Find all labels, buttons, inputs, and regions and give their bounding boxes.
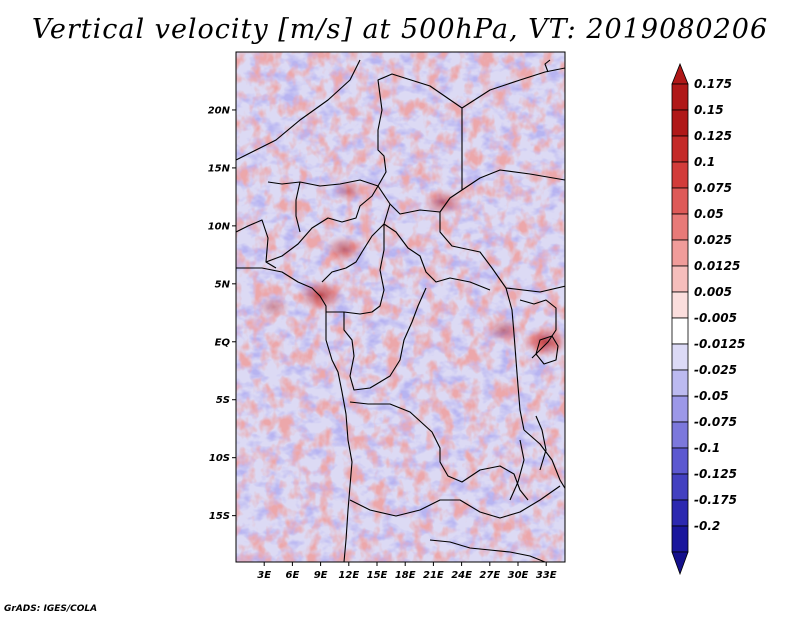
colorbar-swatch — [671, 213, 689, 241]
colorbar-label: 0.075 — [694, 181, 732, 195]
colorbar-swatch — [671, 239, 689, 267]
colorbar-swatch — [671, 343, 689, 371]
updraft-hotspot — [256, 295, 291, 319]
lat-tick-label: 10N — [208, 221, 231, 232]
lat-tick-label: 20N — [208, 105, 231, 116]
colorbar-swatch — [671, 265, 689, 293]
colorbar-label: 0.05 — [694, 207, 724, 221]
lon-tick-label: 30E — [508, 570, 529, 581]
colorbar-swatch — [671, 499, 689, 527]
colorbar-bottom-arrow — [671, 551, 689, 576]
country-borders — [236, 59, 565, 562]
colorbar-label: -0.2 — [694, 519, 720, 533]
updraft-hotspot — [296, 278, 345, 313]
colorbar-swatch — [671, 369, 689, 397]
lon-tick-label: 27E — [479, 570, 500, 581]
lat-tick-label: 15S — [209, 511, 230, 522]
lon-tick-label: 33E — [536, 570, 557, 581]
lon-tick-label: 21E — [423, 570, 444, 581]
updraft-hotspot — [323, 234, 365, 264]
colorbar-label: -0.05 — [694, 389, 729, 403]
map-title: Vertical velocity [m/s] at 500hPa, VT: 2… — [31, 14, 769, 45]
colorbar-label: -0.125 — [694, 467, 737, 481]
lon-tick-label: 9E — [314, 570, 328, 581]
colorbar-top-arrow — [671, 62, 689, 85]
vertical-velocity-field — [236, 52, 565, 562]
lon-tick-label: 6E — [286, 570, 300, 581]
axis-ticks: 20N 15N 10N 5N EQ 5S 10S 15S 3E 6E 9E 12E 15E 18E 21E 2… — [208, 105, 557, 581]
lon-tick-label: 3E — [257, 570, 271, 581]
colorbar-swatch — [671, 395, 689, 423]
colorbar-label: 0.125 — [694, 129, 732, 143]
colorbar-label: -0.005 — [694, 311, 737, 325]
colorbar-swatch — [671, 447, 689, 475]
colorbar-swatch — [671, 317, 689, 345]
lon-tick-label: 12E — [338, 570, 359, 581]
lon-tick-label: 15E — [367, 570, 388, 581]
lon-tick-label: 24E — [451, 570, 472, 581]
colorbar-swatch — [671, 473, 689, 501]
colorbar: 0.175 0.15 0.125 0.1 0.075 0.05 0.025 0.0125 0.0… — [671, 62, 745, 576]
colorbar-label: -0.175 — [694, 493, 737, 507]
updraft-hotspot — [522, 324, 565, 359]
colorbar-swatch — [671, 83, 689, 111]
colorbar-swatch — [671, 525, 689, 553]
colorbar-label: -0.025 — [694, 363, 737, 377]
colorbar-swatch — [671, 421, 689, 449]
colorbar-label: 0.005 — [694, 285, 732, 299]
updraft-hotspot — [485, 316, 523, 344]
map-frame — [235, 51, 566, 563]
lon-tick-label: 18E — [395, 570, 416, 581]
colorbar-label: 0.175 — [694, 77, 732, 91]
grads-credit: GrADS: IGES/COLA — [4, 604, 98, 614]
colorbar-swatch — [671, 109, 689, 137]
colorbar-label: 0.15 — [694, 103, 724, 117]
lat-tick-label: 5S — [216, 395, 230, 406]
colorbar-swatch — [671, 291, 689, 319]
colorbar-label: -0.1 — [694, 441, 720, 455]
lat-tick-label: 5N — [215, 279, 231, 290]
colorbar-swatch — [671, 135, 689, 163]
colorbar-label: 0.0125 — [694, 259, 740, 273]
lat-tick-label: 15N — [208, 163, 231, 174]
colorbar-label: -0.075 — [694, 415, 737, 429]
updraft-hotspot — [331, 179, 366, 204]
colorbar-label: 0.1 — [694, 155, 715, 169]
lat-tick-label: EQ — [215, 337, 231, 348]
colorbar-label: 0.025 — [694, 233, 732, 247]
colorbar-label: -0.0125 — [694, 337, 745, 351]
colorbar-swatch — [671, 161, 689, 189]
lat-tick-label: 10S — [209, 453, 230, 464]
colorbar-swatch — [671, 187, 689, 215]
